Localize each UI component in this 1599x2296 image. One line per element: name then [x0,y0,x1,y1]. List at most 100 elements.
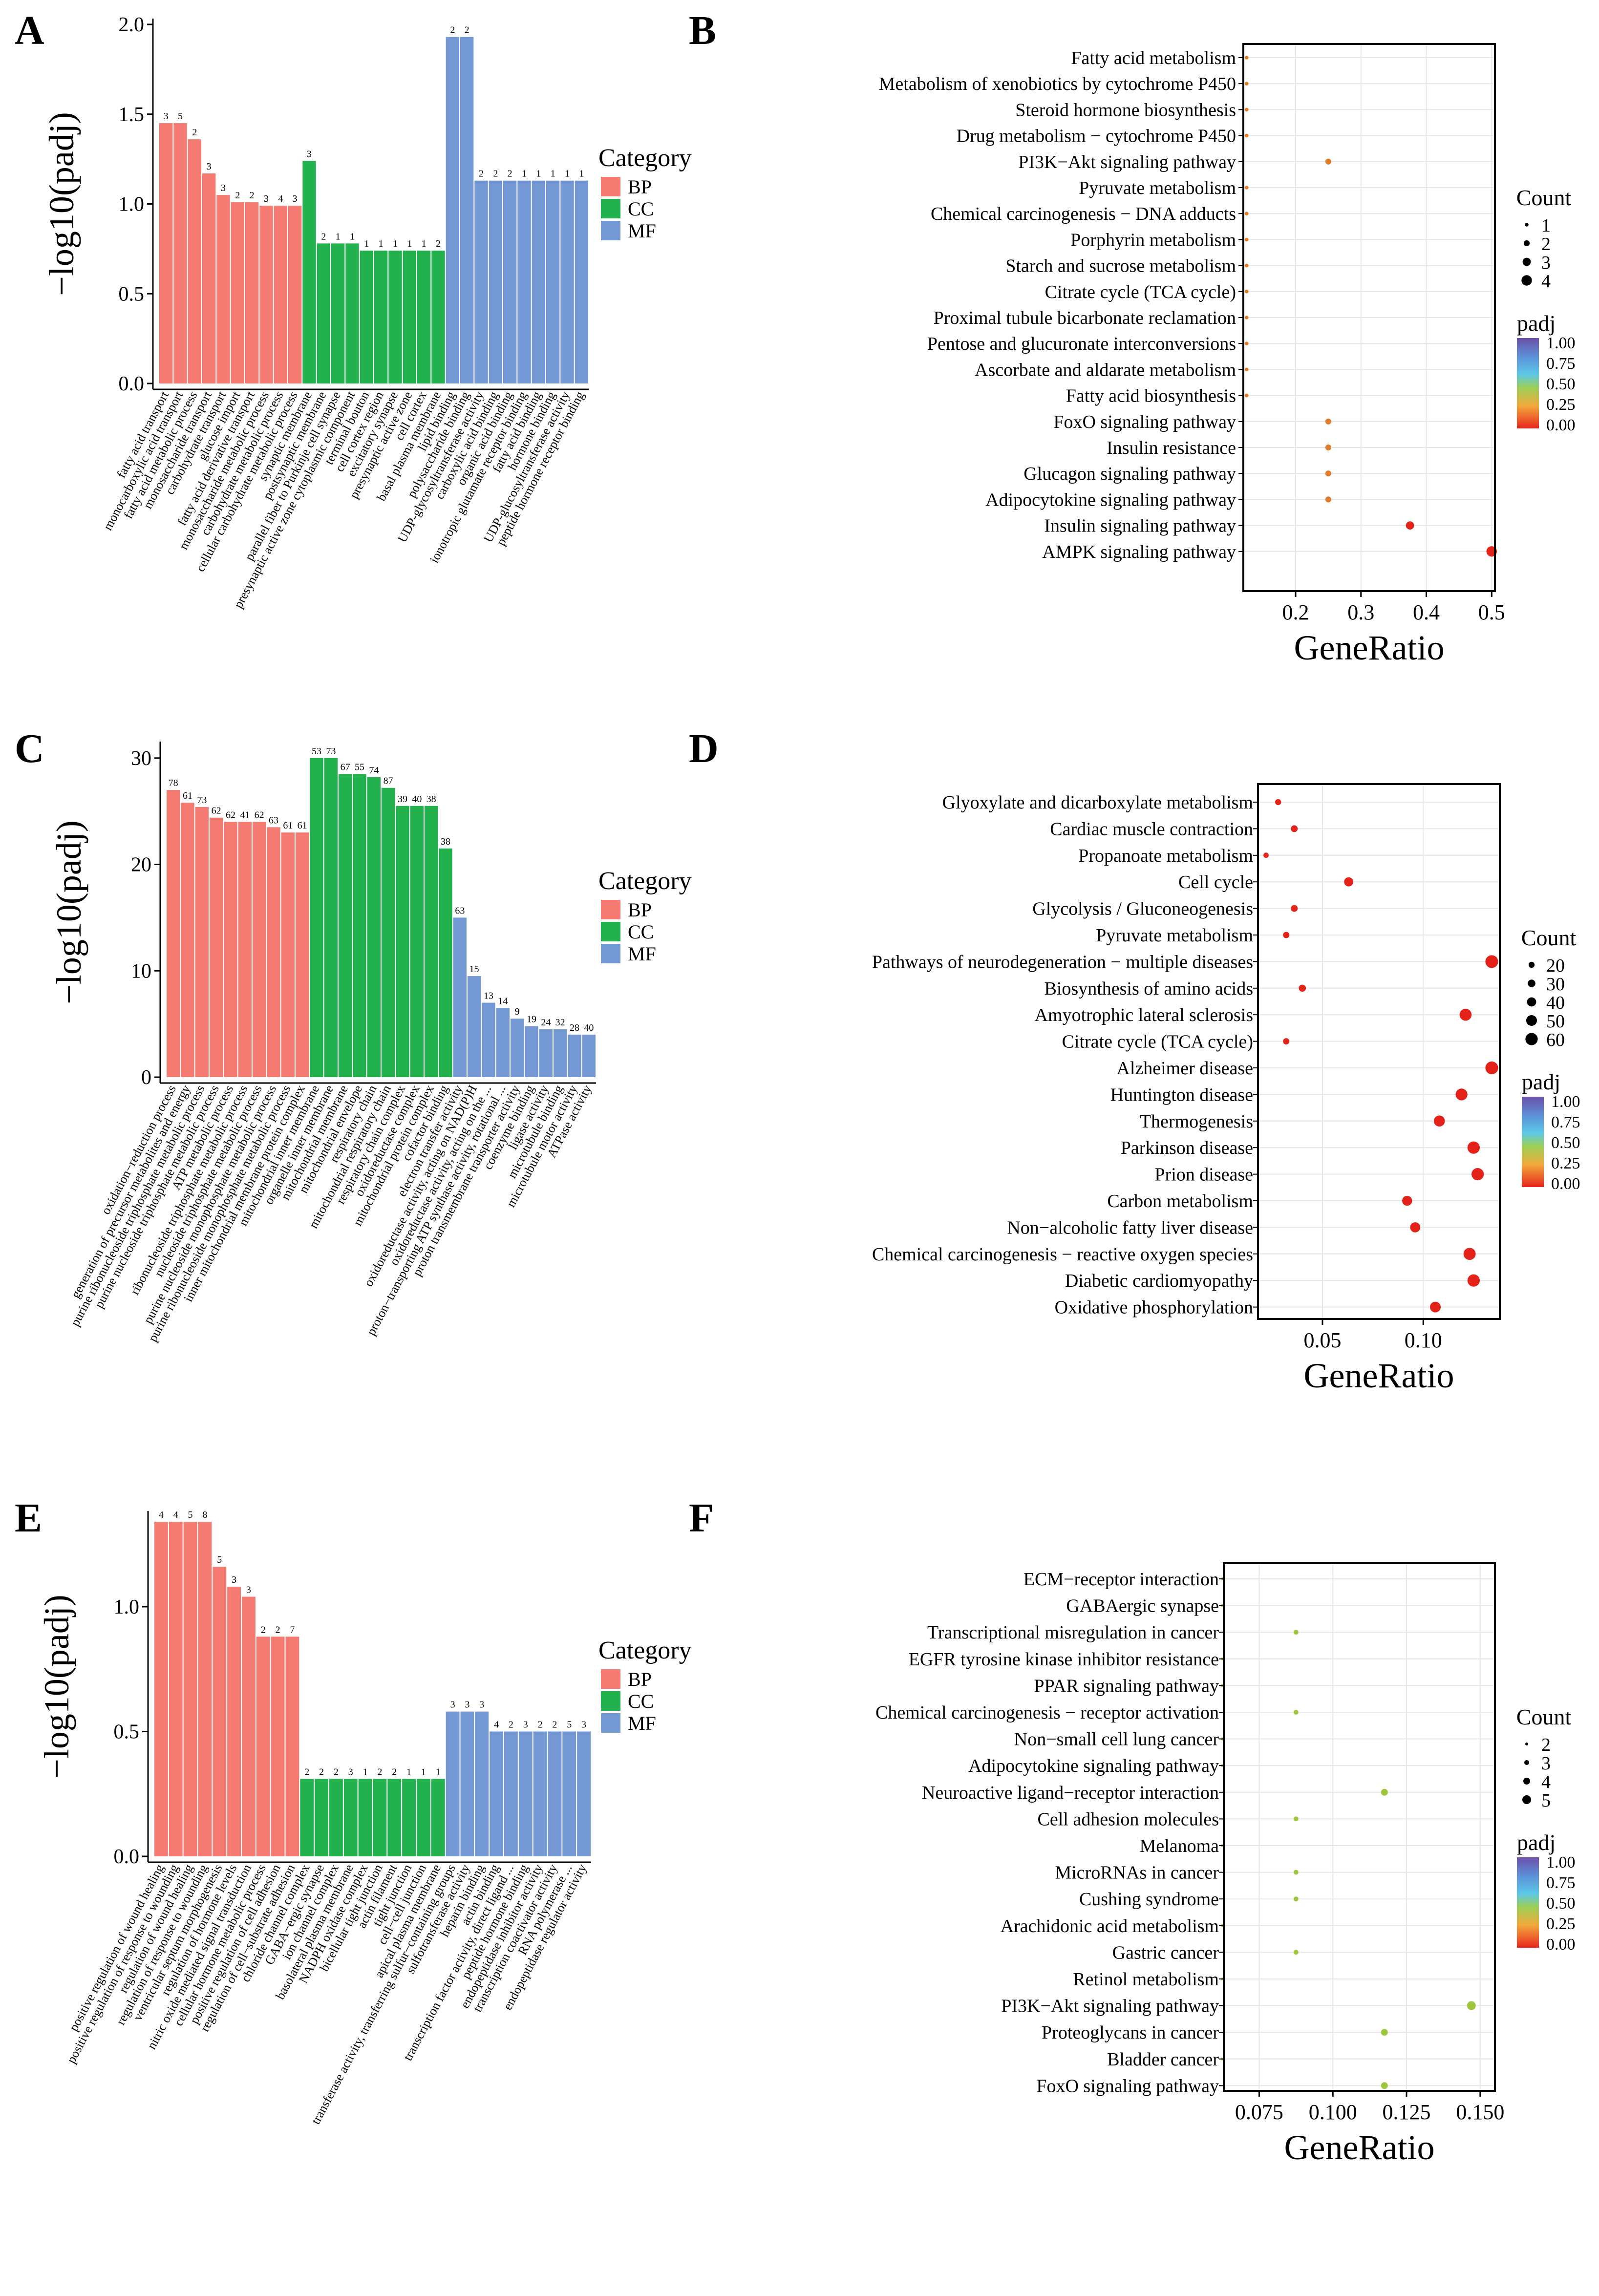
term-label-F-17: Proteoglycans in cancer [1042,2022,1219,2043]
point-F-12 [1293,1896,1299,1902]
term-label-F-3: EGFR tyrosine kinase inhibitor resistanc… [909,1649,1219,1670]
bar-E-6 [242,1596,256,1856]
bar-count-A-24: 2 [508,169,512,179]
point-B-6 [1244,212,1249,216]
term-label-D-9: Citrate cycle (TCA cycle) [1062,1032,1253,1052]
bar-count-A-21: 2 [465,25,469,36]
term-label-F-16: PI3K−Akt signaling pathway [1001,1996,1219,2017]
term-label-B-10: Proximal tubule bicarbonate reclamation [934,308,1236,328]
padj-legend-label-F-4: 0.00 [1546,1935,1576,1954]
bar-count-A-25: 1 [522,169,527,179]
padj-legend-label-D-1: 0.75 [1551,1113,1580,1131]
term-label-B-12: Ascorbate and aldarate metabolism [975,360,1236,380]
point-B-8 [1244,263,1249,268]
panel-label-C: C [15,726,44,771]
bar-A-17 [403,251,416,383]
y-axis-title-A: −log10(padj) [42,112,81,296]
count-legend-label-D-3: 50 [1546,1011,1565,1032]
bar-A-13 [345,243,359,383]
bar-E-22 [475,1711,489,1856]
padj-legend-label-D-0: 1.00 [1551,1093,1580,1111]
padj-legend-label-B-3: 0.25 [1546,396,1576,414]
term-label-B-8: Starch and sucrose metabolism [1005,256,1236,276]
bar-count-A-27: 1 [551,169,555,179]
bar-E-23 [490,1731,503,1856]
count-legend-label-F-2: 4 [1541,1772,1551,1792]
bar-A-26 [532,180,545,383]
point-D-15 [1402,1195,1412,1206]
point-D-0 [1275,799,1281,806]
term-label-F-19: FoxO signaling pathway [1036,2076,1219,2096]
count-legend-label-D-1: 30 [1546,974,1565,995]
bar-C-17 [410,806,424,1077]
point-D-5 [1283,932,1290,938]
bar-count-A-2: 2 [192,127,197,138]
bar-count-A-22: 2 [479,169,484,179]
legend-swatch-A-BP [601,177,620,196]
padj-legend-label-F-1: 0.75 [1546,1874,1576,1892]
bar-C-27 [554,1029,567,1077]
x-tick-label-B-2: 0.4 [1413,600,1440,624]
term-label-F-9: Cell adhesion molecules [1038,1809,1219,1829]
term-label-B-11: Pentose and glucuronate interconversions [927,334,1236,354]
bar-A-4 [216,195,230,383]
bar-E-3 [198,1522,212,1856]
point-D-2 [1263,852,1269,858]
y-tick-label-C-3: 30 [131,747,151,770]
point-B-18 [1406,521,1414,530]
term-label-D-5: Pyruvate metabolism [1096,925,1253,946]
bar-count-C-3: 62 [212,806,221,816]
legend-title-A: Category [598,144,692,172]
x-tick-label-D-0: 0.05 [1304,1328,1342,1352]
bar-count-E-0: 4 [159,1509,164,1520]
point-B-16 [1325,470,1331,477]
term-label-B-15: Insulin resistance [1107,438,1236,458]
legend-label-A-MF: MF [628,220,656,242]
point-F-2 [1293,1630,1299,1635]
count-legend-dot-D-2 [1527,997,1536,1007]
point-B-3 [1244,133,1249,138]
point-F-9 [1293,1816,1299,1822]
term-label-D-4: Glycolysis / Gluconeogenesis [1032,899,1253,919]
point-D-4 [1291,905,1298,912]
term-label-F-1: GABAergic synapse [1066,1596,1219,1616]
bar-A-7 [259,206,273,383]
bar-count-A-1: 5 [178,111,183,122]
count-legend-dot-D-1 [1528,979,1535,987]
bar-count-C-11: 73 [326,746,336,757]
point-D-14 [1471,1168,1484,1181]
bar-C-12 [339,774,352,1077]
bar-E-15 [373,1779,387,1856]
point-B-9 [1244,290,1249,294]
term-label-D-14: Prion disease [1154,1165,1253,1185]
bar-count-C-5: 41 [240,809,250,820]
point-B-1 [1244,82,1249,85]
count-legend-label-B-2: 3 [1541,253,1551,273]
bar-count-A-12: 1 [336,231,341,242]
padj-legend-label-B-0: 1.00 [1546,334,1576,352]
bar-count-E-12: 2 [334,1767,339,1778]
bar-count-A-8: 4 [278,193,283,204]
bar-count-A-14: 1 [364,238,369,249]
point-D-8 [1459,1008,1472,1021]
bar-C-9 [296,832,309,1077]
count-legend-dot-B-1 [1523,240,1530,247]
term-label-B-6: Chemical carcinogenesis − DNA adducts [931,204,1236,224]
bar-count-C-28: 28 [570,1022,579,1033]
bar-count-A-26: 1 [536,169,541,179]
bar-count-E-25: 3 [523,1719,528,1730]
bar-count-A-18: 1 [422,238,426,249]
term-label-D-11: Huntington disease [1110,1084,1253,1105]
bar-E-9 [285,1637,299,1856]
term-label-F-13: Arachidonic acid metabolism [1001,1916,1219,1936]
bar-C-8 [281,832,295,1077]
term-label-F-15: Retinol metabolism [1073,1969,1219,1990]
point-F-19 [1381,2082,1388,2089]
legend-swatch-E-MF [601,1713,620,1733]
point-D-19 [1430,1301,1441,1313]
count-legend-dot-F-3 [1522,1795,1531,1804]
panel-label-A: A [15,8,44,53]
legend-title-C: Category [598,867,692,895]
bar-count-E-4: 5 [217,1554,222,1565]
term-label-D-13: Parkinson disease [1121,1138,1253,1158]
